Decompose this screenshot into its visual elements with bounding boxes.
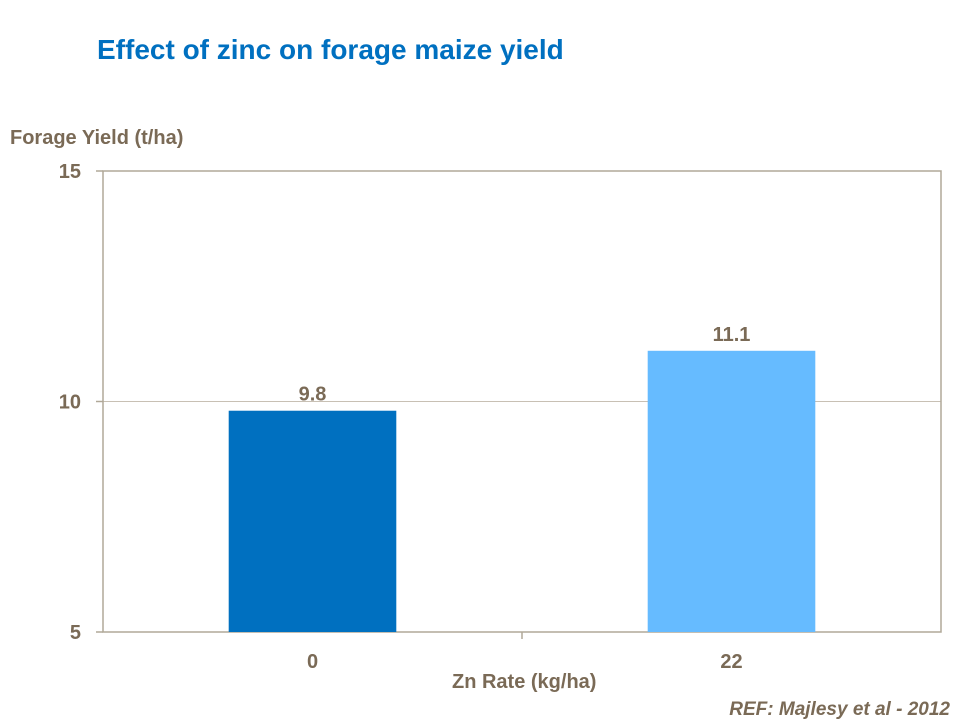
data-label: 11.1	[713, 324, 751, 346]
bar-22	[647, 350, 816, 632]
x-tick-label: 0	[307, 651, 318, 673]
bar-0	[228, 410, 397, 632]
y-tick-label: 10	[59, 392, 81, 414]
y-tick-label: 5	[70, 622, 81, 644]
y-axis-label: Forage Yield (t/ha)	[10, 127, 184, 149]
y-tick-label: 15	[59, 161, 81, 183]
data-label: 9.8	[299, 384, 327, 406]
reference-note: REF: Majlesy et al - 2012	[729, 699, 950, 720]
chart-title: Effect of zinc on forage maize yield	[97, 34, 564, 65]
x-axis-label: Zn Rate (kg/ha)	[452, 671, 597, 693]
x-tick-label: 22	[720, 651, 742, 673]
